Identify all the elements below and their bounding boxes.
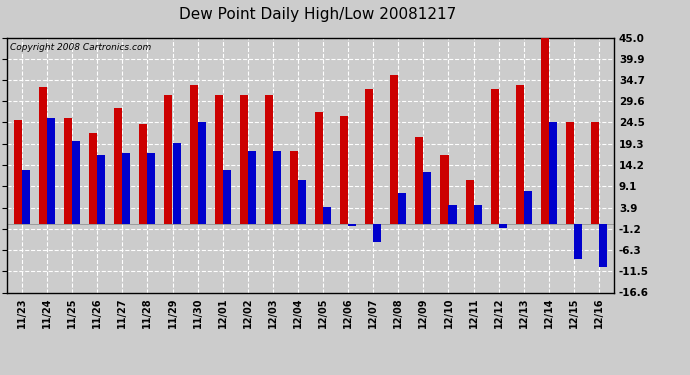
Bar bbox=[290, 152, 298, 224]
Text: Dew Point Daily High/Low 20081217: Dew Point Daily High/Low 20081217 bbox=[179, 8, 456, 22]
Bar bbox=[448, 205, 457, 224]
Bar bbox=[197, 122, 206, 224]
Bar bbox=[566, 122, 574, 224]
Bar bbox=[239, 96, 248, 224]
Bar bbox=[14, 120, 22, 224]
Bar bbox=[223, 170, 230, 224]
Bar bbox=[599, 224, 607, 267]
Bar bbox=[148, 153, 155, 224]
Bar bbox=[265, 96, 273, 224]
Bar bbox=[541, 38, 549, 224]
Text: Copyright 2008 Cartronics.com: Copyright 2008 Cartronics.com bbox=[10, 43, 151, 52]
Bar bbox=[298, 180, 306, 224]
Bar bbox=[340, 116, 348, 224]
Bar bbox=[139, 124, 148, 224]
Bar bbox=[574, 224, 582, 259]
Bar bbox=[315, 112, 323, 224]
Bar bbox=[391, 75, 398, 224]
Bar bbox=[115, 108, 122, 224]
Bar bbox=[215, 96, 223, 224]
Bar bbox=[97, 156, 106, 224]
Bar bbox=[398, 193, 406, 224]
Bar bbox=[373, 224, 382, 242]
Bar bbox=[591, 122, 599, 224]
Bar bbox=[515, 85, 524, 224]
Bar bbox=[64, 118, 72, 224]
Bar bbox=[415, 137, 424, 224]
Bar bbox=[491, 89, 499, 224]
Bar bbox=[273, 152, 281, 224]
Bar bbox=[365, 89, 373, 224]
Bar bbox=[47, 118, 55, 224]
Bar bbox=[122, 153, 130, 224]
Bar bbox=[424, 172, 431, 224]
Bar bbox=[22, 170, 30, 224]
Bar bbox=[172, 143, 181, 224]
Bar bbox=[499, 224, 506, 228]
Bar bbox=[440, 156, 449, 224]
Bar bbox=[473, 205, 482, 224]
Bar bbox=[89, 133, 97, 224]
Bar bbox=[39, 87, 47, 224]
Bar bbox=[466, 180, 473, 224]
Bar bbox=[323, 207, 331, 224]
Bar bbox=[72, 141, 80, 224]
Bar bbox=[248, 152, 256, 224]
Bar bbox=[549, 122, 557, 224]
Bar bbox=[524, 190, 532, 224]
Bar bbox=[164, 96, 172, 224]
Bar bbox=[190, 85, 197, 224]
Bar bbox=[348, 224, 356, 226]
